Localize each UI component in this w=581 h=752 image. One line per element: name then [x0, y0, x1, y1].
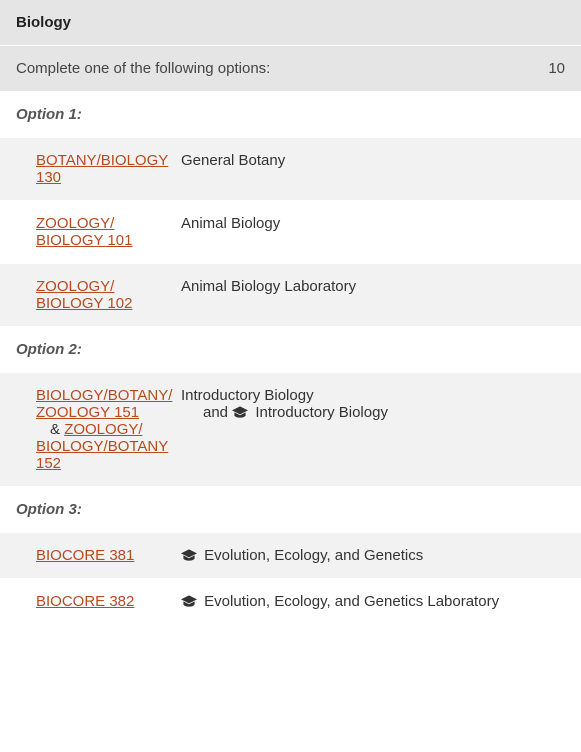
instruction-row: Complete one of the following options: 1…	[0, 46, 581, 92]
course-row: BOTANY/​BIOLOGY 130 General Botany	[0, 138, 581, 201]
course-row: BIOLOGY/​BOTANY/​ZOOLOGY 151& ZOOLOGY/​B…	[0, 373, 581, 487]
course-row: BIOCORE 382 Evolution, Ecology, and Gene…	[0, 579, 581, 625]
instruction-text: Complete one of the following options:	[16, 60, 525, 77]
course-title-cell: Animal Biology Laboratory	[181, 278, 565, 312]
course-code-link[interactable]: BIOCORE 381	[36, 547, 134, 564]
requirements-table: Biology Complete one of the following op…	[0, 0, 581, 625]
course-code-cell: BIOCORE 381	[16, 547, 181, 564]
option-label-row: Option 3:	[0, 487, 581, 533]
and-prefix: and	[203, 404, 232, 421]
and-title-line: and Introductory Biology	[181, 404, 555, 421]
course-row: ZOOLOGY/​BIOLOGY 101 Animal Biology	[0, 201, 581, 264]
option-label-row: Option 2:	[0, 327, 581, 373]
course-row: BIOCORE 381 Evolution, Ecology, and Gene…	[0, 533, 581, 579]
course-code-cell: BIOLOGY/​BOTANY/​ZOOLOGY 151& ZOOLOGY/​B…	[16, 387, 181, 472]
course-code-link[interactable]: BIOCORE 382	[36, 593, 134, 610]
course-title: Animal Biology	[181, 215, 280, 232]
course-code-link[interactable]: ZOOLOGY/​BIOLOGY 102	[36, 278, 132, 312]
course-title-cell: Evolution, Ecology, and Genetics Laborat…	[181, 593, 565, 610]
options-container: Option 1: BOTANY/​BIOLOGY 130 General Bota…	[0, 92, 581, 625]
course-title: Introductory Biology	[255, 404, 388, 421]
course-code-link[interactable]: ZOOLOGY/​BIOLOGY 101	[36, 215, 132, 249]
option-label-row: Option 1:	[0, 92, 581, 138]
course-code-cell: BOTANY/​BIOLOGY 130	[16, 152, 181, 186]
course-code-link[interactable]: BIOLOGY/​BOTANY/​ZOOLOGY 151	[36, 387, 172, 421]
course-title: General Botany	[181, 152, 285, 169]
course-title: Evolution, Ecology, and Genetics Laborat…	[204, 593, 499, 610]
section-title: Biology	[16, 14, 565, 31]
option-label: Option 3:	[16, 501, 565, 518]
option-label: Option 1:	[16, 106, 565, 123]
course-title-cell: General Botany	[181, 152, 565, 186]
course-title-cell: Evolution, Ecology, and Genetics	[181, 547, 565, 564]
option-label: Option 2:	[16, 341, 565, 358]
course-title-cell: Introductory Biologyand Introductory Bio…	[181, 387, 565, 472]
course-code-cell: ZOOLOGY/​BIOLOGY 101	[16, 215, 181, 249]
section-header-row: Biology	[0, 0, 581, 46]
course-code-link[interactable]: BOTANY/​BIOLOGY 130	[36, 152, 168, 186]
graduation-cap-icon	[181, 595, 197, 607]
course-code-cell: ZOOLOGY/​BIOLOGY 102	[16, 278, 181, 312]
course-title-cell: Animal Biology	[181, 215, 565, 249]
course-title: Introductory Biology	[181, 387, 314, 404]
course-title: Evolution, Ecology, and Genetics	[204, 547, 423, 564]
graduation-cap-icon	[181, 549, 197, 561]
course-title: Animal Biology Laboratory	[181, 278, 356, 295]
graduation-cap-icon	[232, 406, 248, 418]
ampersand: &	[36, 421, 64, 438]
credits-value: 10	[525, 60, 565, 77]
course-row: ZOOLOGY/​BIOLOGY 102 Animal Biology Labor…	[0, 264, 581, 327]
course-code-cell: BIOCORE 382	[16, 593, 181, 610]
